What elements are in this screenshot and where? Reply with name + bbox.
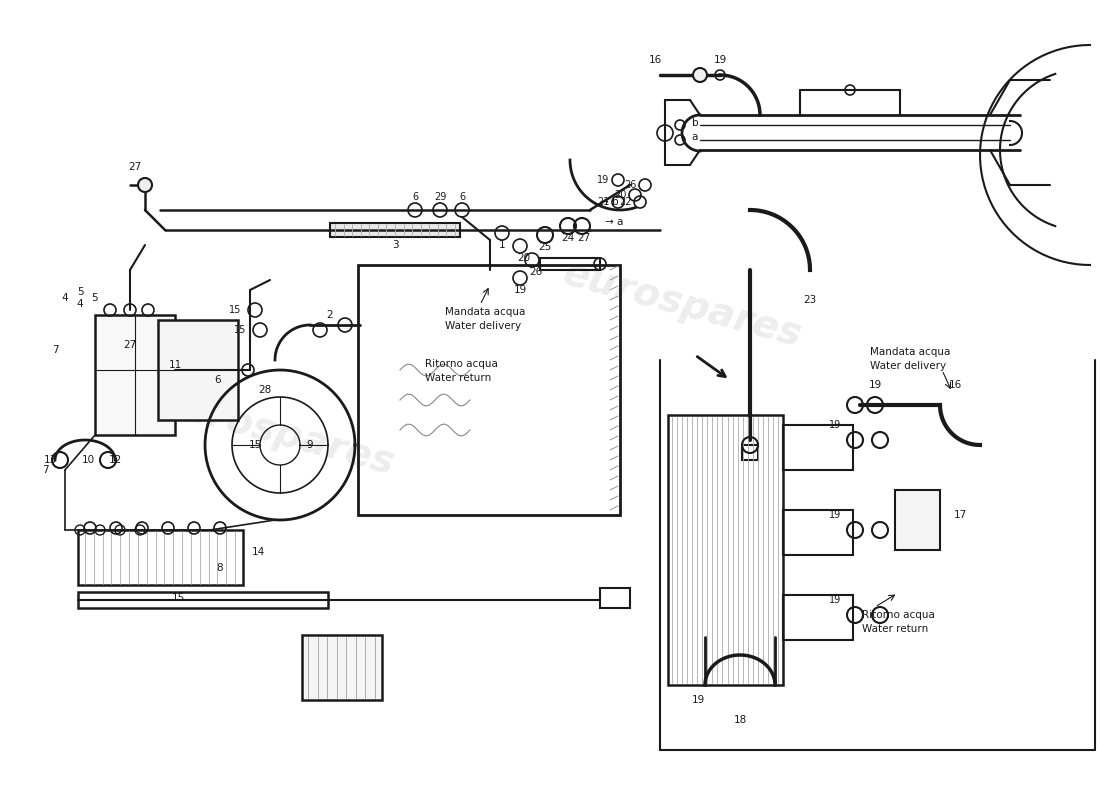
Bar [358, 265, 620, 515]
Text: Water return: Water return [862, 624, 928, 634]
Bar [668, 415, 783, 685]
Text: 6: 6 [411, 192, 418, 202]
Text: Water return: Water return [425, 373, 492, 383]
Text: eurospares: eurospares [559, 254, 805, 354]
Text: a: a [692, 132, 698, 142]
Text: eurospares: eurospares [152, 382, 398, 482]
Text: Water delivery: Water delivery [446, 321, 521, 331]
Text: 19: 19 [692, 695, 705, 705]
Text: 19: 19 [597, 175, 609, 185]
Text: 4: 4 [77, 299, 84, 309]
Bar [78, 592, 328, 608]
Text: 7: 7 [42, 465, 48, 475]
Bar [78, 530, 243, 585]
Text: → a: → a [605, 217, 624, 227]
Text: 15: 15 [249, 440, 262, 450]
Bar [302, 635, 382, 700]
Text: → b: → b [600, 197, 618, 207]
Text: b: b [692, 118, 698, 128]
Text: 8: 8 [217, 563, 223, 573]
Text: 4: 4 [62, 293, 68, 303]
Text: 19: 19 [829, 595, 842, 605]
Text: 15: 15 [234, 325, 246, 335]
Text: 28: 28 [258, 385, 272, 395]
Bar [742, 445, 758, 460]
Text: 14: 14 [252, 547, 265, 557]
Text: 24: 24 [561, 233, 574, 243]
Text: Water delivery: Water delivery [870, 361, 946, 371]
Bar [783, 510, 852, 555]
Text: Ritorno acqua: Ritorno acqua [862, 610, 935, 620]
Text: Ritorno acqua: Ritorno acqua [425, 359, 498, 369]
Bar [600, 588, 630, 608]
Bar [540, 258, 600, 270]
Text: 27: 27 [578, 233, 591, 243]
Text: 22: 22 [618, 197, 631, 207]
Text: 27: 27 [129, 162, 142, 172]
Circle shape [693, 68, 707, 82]
Text: 17: 17 [954, 510, 967, 520]
Text: Mandata acqua: Mandata acqua [446, 307, 526, 317]
Text: 9: 9 [307, 440, 314, 450]
Text: 15: 15 [229, 305, 241, 315]
Bar [330, 223, 460, 237]
Text: 6: 6 [459, 192, 465, 202]
Text: 21: 21 [597, 197, 609, 207]
Bar [895, 490, 940, 550]
Text: 19: 19 [829, 420, 842, 430]
Circle shape [138, 178, 152, 192]
Text: 1: 1 [498, 240, 505, 250]
Bar [783, 595, 852, 640]
Text: Mandata acqua: Mandata acqua [870, 347, 950, 357]
Text: 5: 5 [91, 293, 98, 303]
Text: 26: 26 [529, 267, 542, 277]
Bar [95, 315, 175, 435]
Text: 19: 19 [868, 380, 881, 390]
Text: 12: 12 [109, 455, 122, 465]
Text: 2: 2 [327, 310, 333, 320]
Text: 16: 16 [948, 380, 961, 390]
Text: 11: 11 [168, 360, 182, 370]
Text: 7: 7 [52, 345, 58, 355]
Text: 19: 19 [714, 55, 727, 65]
Text: 19: 19 [829, 510, 842, 520]
Text: 13: 13 [43, 455, 56, 465]
Text: 29: 29 [433, 192, 447, 202]
Text: 18: 18 [734, 715, 747, 725]
Text: 6: 6 [214, 375, 221, 385]
Text: 5: 5 [77, 287, 84, 297]
Text: 15: 15 [172, 593, 185, 603]
Text: 16: 16 [648, 55, 661, 65]
Text: 3: 3 [392, 240, 398, 250]
Text: 20: 20 [517, 253, 530, 263]
Text: 20: 20 [614, 190, 626, 200]
Text: 23: 23 [803, 295, 816, 305]
Text: 10: 10 [81, 455, 95, 465]
Bar [783, 425, 852, 470]
Bar [158, 320, 238, 420]
Text: 26: 26 [624, 180, 636, 190]
Text: 19: 19 [514, 285, 527, 295]
Text: 27: 27 [123, 340, 136, 350]
Text: 25: 25 [538, 242, 551, 252]
